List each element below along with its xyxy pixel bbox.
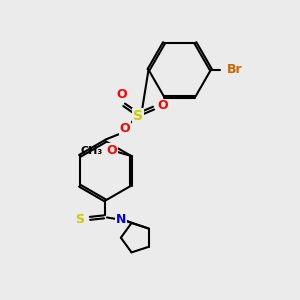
- Text: S: S: [133, 109, 143, 123]
- Text: N: N: [116, 213, 126, 226]
- Text: O: O: [119, 122, 130, 135]
- Text: O: O: [116, 88, 127, 101]
- Text: CH₃: CH₃: [81, 146, 103, 156]
- Text: O: O: [158, 99, 168, 112]
- Text: Br: Br: [227, 63, 243, 76]
- Text: S: S: [76, 213, 85, 226]
- Text: O: O: [106, 143, 117, 157]
